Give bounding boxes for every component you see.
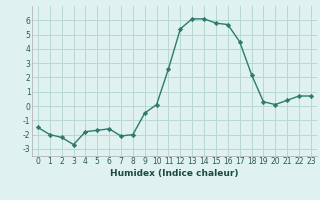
X-axis label: Humidex (Indice chaleur): Humidex (Indice chaleur) <box>110 169 239 178</box>
